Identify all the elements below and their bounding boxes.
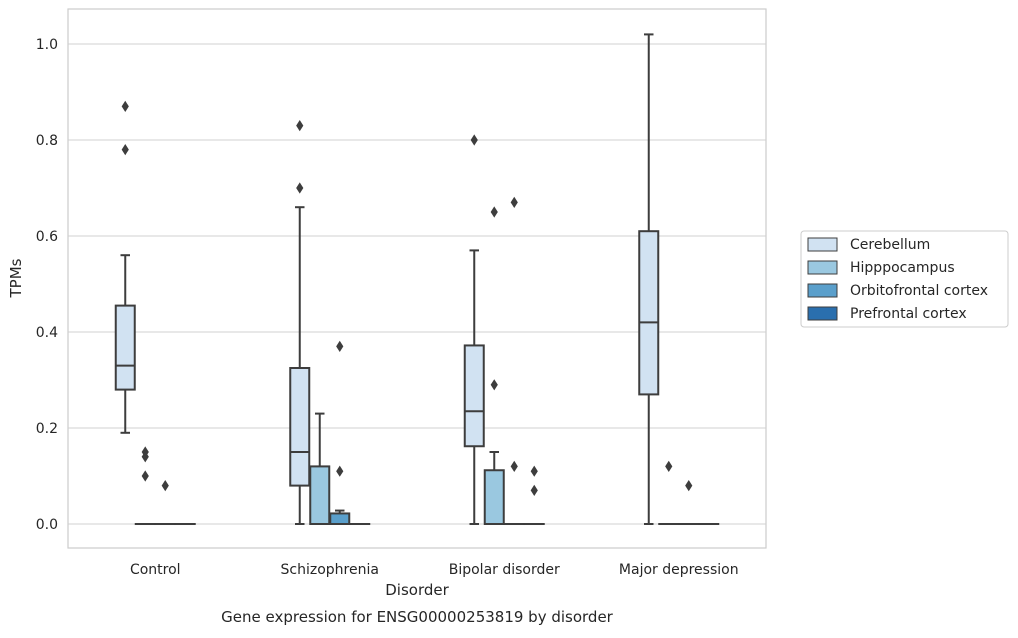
legend-swatch [808,238,837,251]
x-tick-label: Schizophrenia [281,562,379,578]
legend-label: Cerebellum [850,237,930,253]
x-tick-labels: Control Schizophrenia Bipolar disorder Majo… [130,562,739,578]
y-tick-label: 0.2 [36,421,58,437]
x-axis-label: Disorder [385,581,449,599]
box [465,345,484,446]
box [310,466,329,524]
y-tick-label: 1.0 [36,37,58,53]
y-tick-label: 0.0 [36,517,58,533]
legend-label: Orbitofrontal cortex [850,283,988,299]
box [290,368,309,486]
legend-label: Hipppocampus [850,260,955,276]
legend-swatch [808,261,837,274]
y-tick-label: 0.6 [36,229,58,245]
box [330,513,349,524]
x-tick-label: Major depression [619,562,739,578]
y-tick-label: 0.4 [36,325,58,341]
box-group [330,511,349,524]
x-tick-label: Control [130,562,181,578]
legend-swatch [808,284,837,297]
y-axis-label: TPMs [7,258,25,298]
legend: Cerebellum Hipppocampus Orbitofrontal cort… [801,231,1008,327]
y-tick-label: 0.8 [36,133,58,149]
box [485,470,504,524]
box [639,231,658,394]
plot-area [68,9,766,548]
chart-caption: Gene expression for ENSG00000253819 by d… [221,608,614,626]
legend-swatch [808,307,837,320]
legend-label: Prefrontal cortex [850,306,967,322]
y-tick-labels: 0.0 0.2 0.4 0.6 0.8 1.0 [36,37,58,533]
box [116,306,135,390]
x-tick-label: Bipolar disorder [449,562,560,578]
